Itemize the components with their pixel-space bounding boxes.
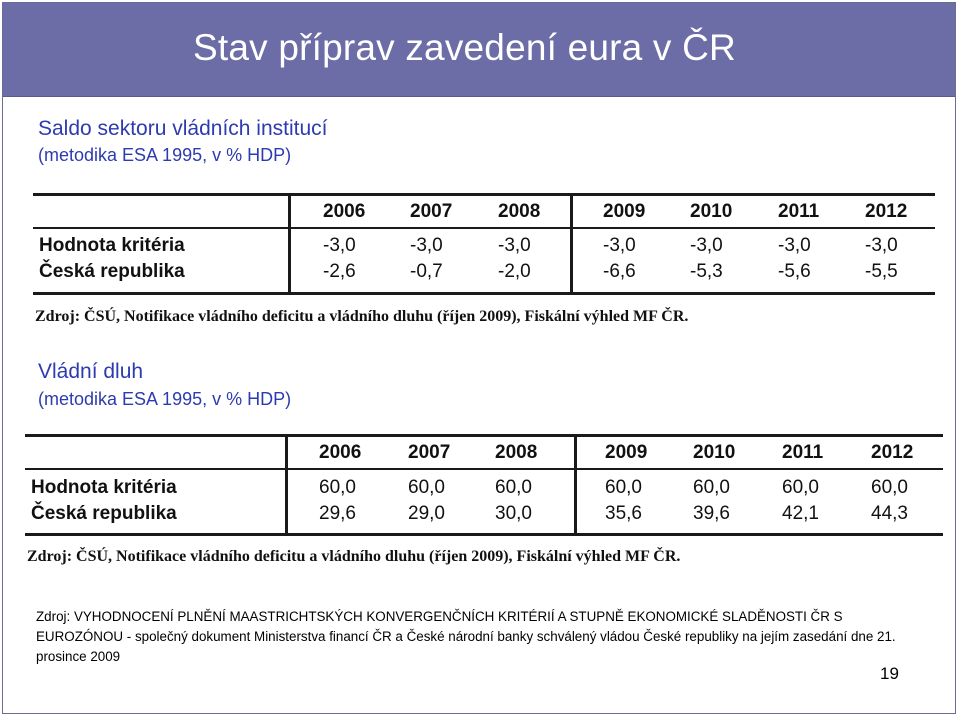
section-heading-deficit: Saldo sektoru vládních institucí [38,117,328,140]
table-year-header: 2009 [603,201,646,222]
table-forecast-separator [574,434,577,533]
table-cell-value: 44,3 [871,503,908,524]
table-cell-value: -3,0 [690,235,723,256]
table-cell-value: -2,0 [498,261,531,282]
table-year-header: 2009 [605,442,648,463]
table-cell-value: -3,0 [498,235,531,256]
table-row-label: Hodnota kritéria [39,235,185,256]
table-year-header: 2006 [319,442,362,463]
slide-title: Stav příprav zavedení eura v ČR [193,27,736,68]
table-cell-value: 60,0 [408,477,445,498]
table-row-label: Hodnota kritéria [31,477,177,498]
table-cell-value: 42,1 [782,503,819,524]
table-year-header: 2007 [410,201,453,222]
table-year-header: 2008 [498,201,541,222]
table-cell-value: -3,0 [778,235,811,256]
table-cell-value: 60,0 [871,477,908,498]
table-cell-value: 29,0 [408,503,445,524]
table-cell-value: 29,6 [319,503,356,524]
table-cell-value: 60,0 [693,477,730,498]
table-year-header: 2010 [693,442,736,463]
table-label-separator [288,193,291,292]
table-cell-value: -2,6 [323,261,356,282]
table-year-header: 2007 [408,442,451,463]
table-year-header: 2010 [690,201,733,222]
debt-table: 2006 2007 2008 2009 2010 2011 2012 Hodnota krit… [25,431,949,577]
table-source-note: Zdroj: ČSÚ, Notifikace vládního deficitu… [27,548,681,565]
table-cell-value: -5,5 [865,261,898,282]
table-cell-value: -3,0 [603,235,636,256]
table-cell-value: -3,0 [323,235,356,256]
section-subheading-deficit: (metodika ESA 1995, v % HDP) [38,145,292,165]
table-bottom-rule [33,292,935,295]
table-top-rule [33,193,935,196]
table-cell-value: 60,0 [495,477,532,498]
table-year-header: 2011 [778,201,820,222]
table-year-header: 2008 [495,442,538,463]
table-label-separator [285,434,288,533]
table-cell-value: 35,6 [605,503,642,524]
table-cell-value: -3,0 [410,235,443,256]
table-top-rule [25,434,943,437]
table-header-rule [33,227,935,229]
table-cell-value: 60,0 [605,477,642,498]
table-cell-value: 60,0 [319,477,356,498]
table-bottom-rule [25,533,943,536]
table-year-header: 2006 [323,201,366,222]
page-number: 19 [880,664,899,683]
table-year-header: 2012 [871,442,914,463]
table-forecast-separator [570,193,573,292]
section-subheading-debt: (metodika ESA 1995, v % HDP) [38,389,292,409]
table-row-label: Česká republika [39,261,185,282]
section-heading-debt: Vládní dluh [38,360,144,383]
table-cell-value: 30,0 [495,503,532,524]
table-source-note: Zdroj: ČSÚ, Notifikace vládního deficitu… [35,308,689,325]
table-cell-value: -5,3 [690,261,723,282]
footer-source-note: Zdroj: VYHODNOCENÍ PLNĚNÍ MAASTRICHTSKÝC… [36,609,896,664]
table-year-header: 2012 [865,201,908,222]
deficit-table: 2006 2007 2008 2009 2010 2011 2012 Hodnota krit… [33,190,943,333]
table-header-rule [25,468,943,470]
title-bar: Stav příprav zavedení eura v ČR [3,3,955,97]
table-year-header: 2011 [782,442,824,463]
table-cell-value: 39,6 [693,503,730,524]
table-row-label: Česká republika [31,503,177,524]
table-cell-value: -5,6 [778,261,811,282]
table-cell-value: -3,0 [865,235,898,256]
table-cell-value: 60,0 [782,477,819,498]
table-cell-value: -6,6 [603,261,636,282]
table-cell-value: -0,7 [410,261,443,282]
